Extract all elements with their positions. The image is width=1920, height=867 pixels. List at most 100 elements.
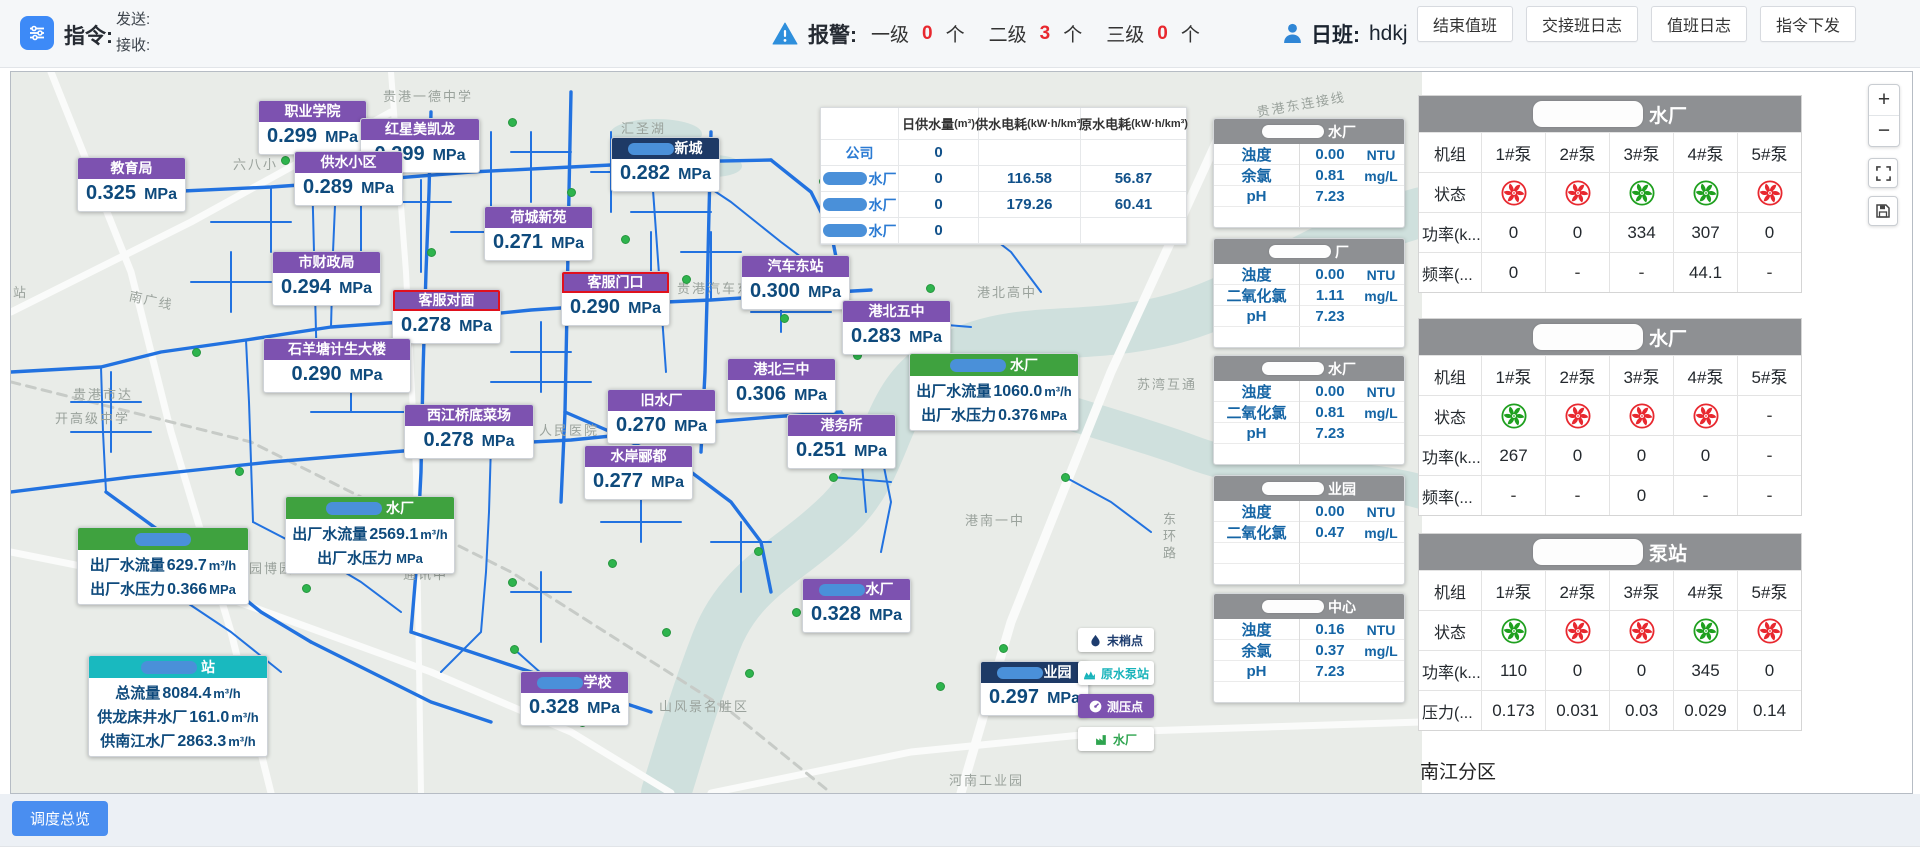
terminal-point-marker[interactable]	[427, 248, 436, 257]
plant-panel[interactable]: 出厂水流量 629.7 m³/h 出厂水压力 0.366 MPa	[77, 527, 249, 605]
pressure-label-redacted[interactable]: 水厂 0.328 MPa	[802, 578, 911, 633]
supply-cell-value: 116.58	[979, 166, 1081, 192]
legend-label: 测压点	[1106, 699, 1143, 714]
pressure-unit: MPa	[1047, 690, 1080, 707]
terminal-point-marker[interactable]	[936, 682, 945, 691]
issue-command-button[interactable]: 指令下发	[1759, 6, 1856, 42]
water-quality-panel[interactable]: 厂浊度 0.00 NTU 二氧化氯 1.11 mg/L pH 7.23	[1213, 238, 1405, 348]
water-quality-panel[interactable]: 水厂 浊度 0.00 NTU 二氧化氯 0.81 mg/L pH 7.23	[1213, 355, 1405, 465]
save-button[interactable]	[1868, 196, 1898, 226]
pressure-label-水岸郦都[interactable]: 水岸郦都 0.277 MPa	[584, 445, 693, 500]
pressure-value-row: 0.278 MPa	[393, 311, 500, 343]
terminal-point-marker[interactable]	[999, 644, 1008, 653]
terminal-point-marker[interactable]	[926, 284, 935, 293]
pressure-label-石羊塘计生大楼[interactable]: 石羊塘计生大楼 0.290 MPa	[263, 338, 411, 393]
water-quality-panel[interactable]: 业园 浊度 0.00 NTU 二氧化氯 0.47 mg/L	[1213, 475, 1405, 585]
pressure-label-客服门口[interactable]: 客服门口 0.290 MPa	[561, 271, 670, 326]
pressure-label-港务所[interactable]: 港务所 0.251 MPa	[787, 414, 896, 469]
zoom-out-button[interactable]: −	[1869, 115, 1899, 146]
duty-log-button[interactable]: 值班日志	[1650, 6, 1747, 42]
terminal-point-marker[interactable]	[281, 156, 290, 165]
terminal-point-marker[interactable]	[567, 188, 576, 197]
fullscreen-button[interactable]	[1868, 158, 1898, 188]
quality-param-value: 0.00	[1315, 146, 1345, 163]
pressure-label-title: 水岸郦都	[585, 446, 692, 467]
terminal-point-marker[interactable]	[621, 235, 630, 244]
legend-item-末梢点[interactable]: 末梢点	[1078, 628, 1154, 652]
legend-item-水厂[interactable]: 水厂	[1078, 727, 1154, 751]
supply-cell-value	[1081, 140, 1186, 166]
fullscreen-icon	[1875, 165, 1891, 181]
pressure-label-title: 职业学院	[259, 101, 366, 122]
pressure-label-市财政局[interactable]: 市财政局 0.294 MPa	[272, 251, 381, 306]
pressure-label-港北五中[interactable]: 港北五中 0.283 MPa	[842, 300, 951, 355]
supply-table-header: 供水电耗 (kW·h/km³)	[975, 108, 1084, 140]
pressure-label-供水小区[interactable]: 供水小区 0.289 MPa	[294, 151, 403, 206]
network-map[interactable]: 贵港一德中学 汇圣湖 贵港东连接线 六八小 南广线 贵港市达 开高级中学 贵港汽车东站 港北高中…	[11, 72, 1422, 793]
pressure-label-职业学院[interactable]: 职业学院 0.299 MPa	[258, 100, 367, 155]
terminal-point-marker[interactable]	[682, 275, 691, 284]
pressure-label-title: 港务所	[788, 415, 895, 436]
pump-value-cell: -	[1481, 475, 1545, 515]
terminal-point-marker[interactable]	[192, 348, 201, 357]
terminal-point-marker[interactable]	[302, 584, 311, 593]
plant-panel[interactable]: 水厂 出厂水流量 2569.1 m³/h 出厂水压力 MPa	[285, 496, 455, 574]
terminal-point-marker[interactable]	[510, 645, 519, 654]
terminal-point-marker[interactable]	[829, 473, 838, 482]
pressure-label-荷城新苑[interactable]: 荷城新苑 0.271 MPa	[484, 206, 593, 261]
terminal-point-marker[interactable]	[508, 118, 517, 127]
plant-panel-row: 总流量 8084.4 m³/h	[89, 680, 267, 704]
plant-row-unit: m³/h	[228, 734, 256, 749]
pump-value-cell: 0	[1481, 252, 1545, 292]
terminal-point-marker[interactable]	[662, 628, 671, 637]
pump-value-cell: 0.14	[1737, 690, 1801, 730]
pump-value-cell: -	[1737, 435, 1801, 475]
pressure-label-港北三中[interactable]: 港北三中 0.306 MPa	[727, 358, 836, 413]
terminal-point-marker[interactable]	[235, 467, 244, 476]
handover-log-button[interactable]: 交接班日志	[1525, 6, 1638, 42]
pump-table-grid: 机组 1#泵 2#泵 3#泵 4#泵 5#泵 状态 功率(k... 110 0 0 345 0 压力(..…	[1419, 570, 1801, 730]
pressure-label-旧水厂[interactable]: 旧水厂 0.270 MPa	[607, 389, 716, 444]
pressure-label-西江桥底菜场[interactable]: 西江桥底菜场 0.278 MPa	[404, 404, 534, 459]
terminal-point-marker[interactable]	[608, 559, 617, 568]
supply-cell-value: 0	[899, 218, 979, 244]
pressure-label-客服对面[interactable]: 客服对面 0.278 MPa	[392, 289, 501, 344]
plant-row-value: 0.376	[998, 407, 1039, 424]
daily-supply-table: 日供水量 (m³) 供水电耗 (kW·h/km³) 原水电耗 (kW·h/km³) 公司 0 水…	[820, 107, 1188, 245]
pressure-value-row: 0.294 MPa	[273, 273, 380, 305]
quality-row: 二氧化氯 0.47 mg/L	[1214, 521, 1404, 543]
pump-col-2#泵: 2#泵	[1545, 570, 1609, 610]
terminal-point-marker[interactable]	[508, 578, 517, 587]
pressure-label-汽车东站[interactable]: 汽车东站 0.300 MPa	[741, 255, 850, 310]
pressure-value-row: 0.270 MPa	[608, 411, 715, 443]
quality-param-unit: mg/L	[1364, 404, 1398, 421]
factory-icon	[1095, 733, 1108, 746]
pressure-label-redacted[interactable]: 新城 0.282 MPa	[611, 137, 720, 192]
supply-row-name: 公司	[821, 140, 899, 166]
terminal-point-marker[interactable]	[745, 669, 754, 678]
pump-status-cell	[1609, 172, 1673, 212]
terminal-point-marker[interactable]	[792, 608, 801, 617]
quality-row	[1214, 542, 1404, 563]
terminal-point-marker[interactable]	[754, 547, 763, 556]
pressure-label-教育局[interactable]: 教育局 0.325 MPa	[77, 157, 186, 212]
legend-item-原水泵站[interactable]: 原水泵站	[1078, 661, 1154, 685]
shift-info: 日班: hdkj	[1283, 0, 1408, 67]
end-shift-button[interactable]: 结束值班	[1416, 6, 1513, 42]
supply-header-unit: (kW·h/km³)	[1131, 117, 1188, 130]
plant-panel[interactable]: 水厂 出厂水流量 1060.0 m³/h 出厂水压力 0.376 MPa	[909, 353, 1079, 431]
plant-panel[interactable]: 站总流量 8084.4 m³/h 供龙床井水厂 161.0 m³/h 供南江水厂 2863.3…	[88, 655, 268, 757]
pressure-label-redacted[interactable]: 学校 0.328 MPa	[520, 671, 629, 726]
terminal-point-marker[interactable]	[780, 314, 789, 323]
dispatch-overview-button[interactable]: 调度总览	[12, 801, 109, 836]
water-quality-panel[interactable]: 中心 浊度 0.16 NTU 余氯 0.37 mg/L pH 7.23	[1213, 593, 1405, 703]
water-quality-panel[interactable]: 水厂 浊度 0.00 NTU 余氯 0.81 mg/L pH 7.23	[1213, 118, 1405, 228]
zoom-in-button[interactable]: +	[1877, 88, 1891, 111]
pressure-unit: MPa	[587, 700, 620, 717]
legend-item-测压点[interactable]: 测压点	[1078, 694, 1154, 718]
pressure-label-redacted[interactable]: 业园 0.297 MPa	[980, 661, 1089, 716]
redacted-name	[628, 143, 675, 156]
pressure-value: 0.270	[616, 414, 667, 436]
terminal-point-marker[interactable]	[1061, 473, 1070, 482]
